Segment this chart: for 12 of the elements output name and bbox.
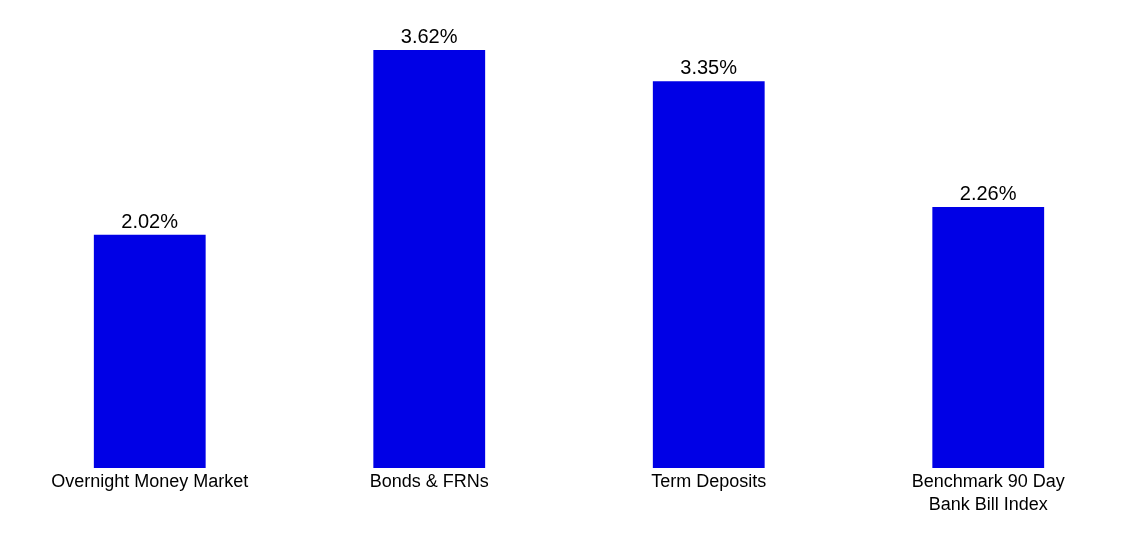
x-tick-label: Bonds & FRNs: [369, 471, 489, 491]
data-label: 3.35%: [680, 56, 738, 79]
bar: [932, 207, 1045, 468]
bar: [373, 50, 486, 468]
data-label: 2.02%: [121, 209, 179, 232]
data-label: 2.26%: [959, 182, 1017, 205]
bar: [652, 81, 765, 468]
x-tick-label: Overnight Money Market: [51, 471, 249, 491]
x-tick-label: Benchmark 90 Day Bank Bill Index: [911, 471, 1065, 515]
data-label: 3.62%: [400, 25, 458, 47]
x-tick-label: Term Deposits: [651, 471, 767, 491]
bar: [93, 234, 206, 468]
